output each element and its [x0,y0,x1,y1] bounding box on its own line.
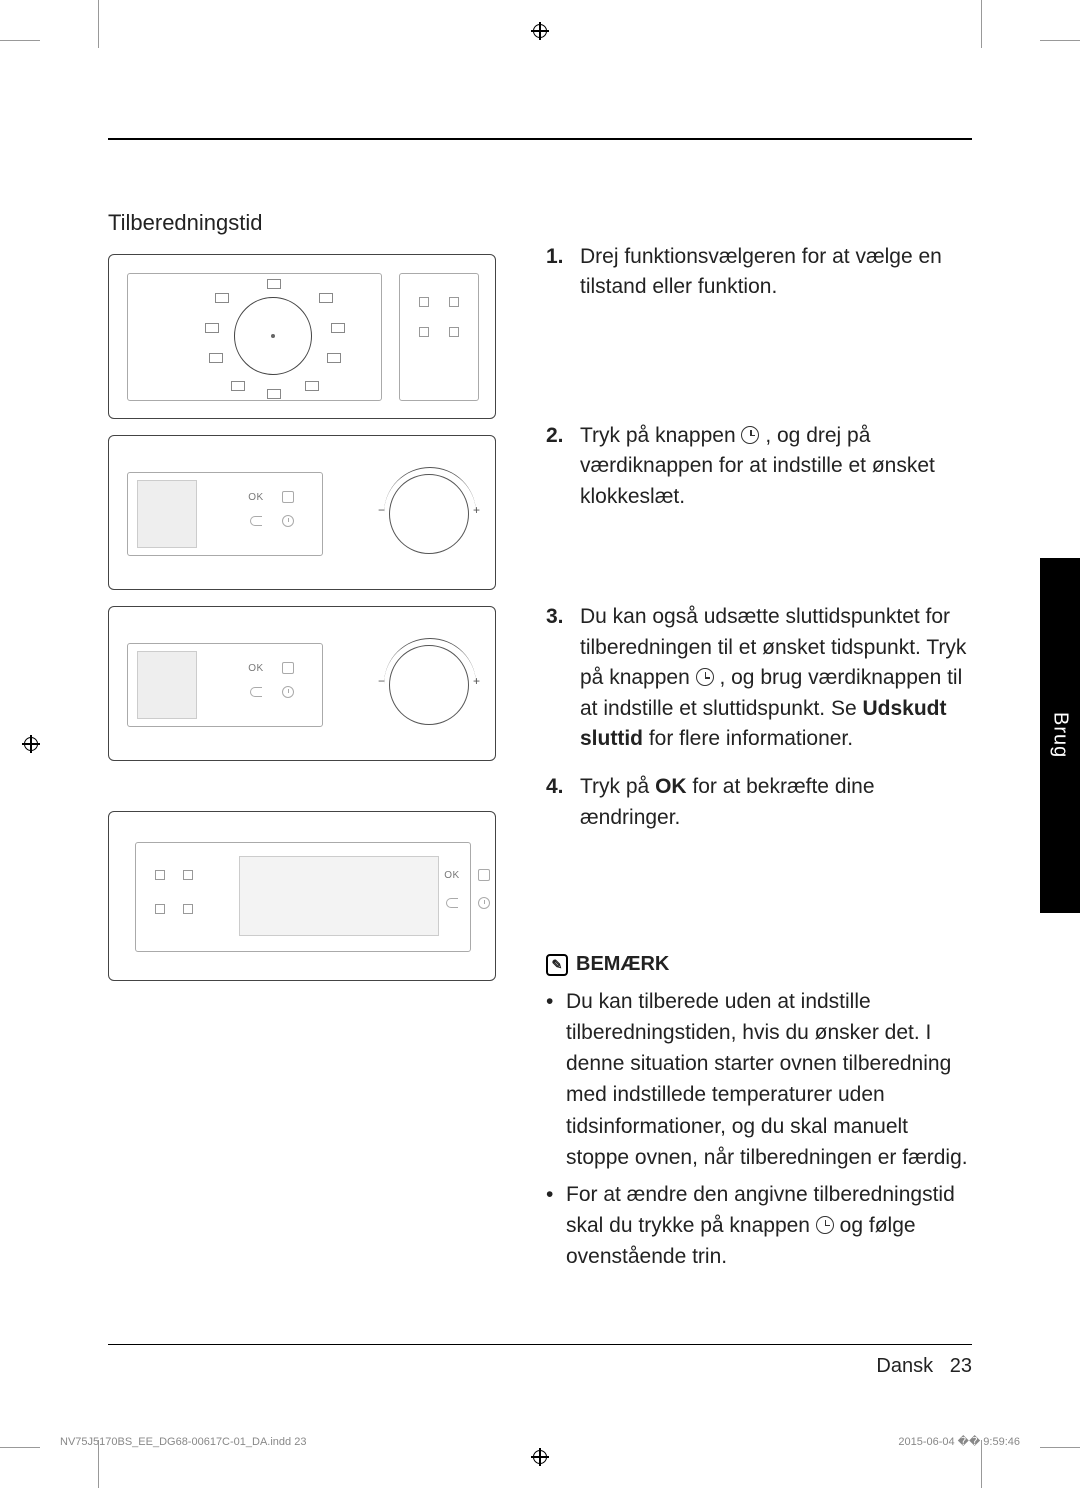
step-4: 4. Tryk på OK for at bekræfte dine ændri… [546,772,972,833]
crop-mark [981,0,982,48]
left-column: Tilberedningstid [108,210,508,1278]
diagram-function-selector [108,254,496,419]
crop-mark [0,40,40,41]
note-icon: ✎ [546,954,568,976]
back-icon [250,516,262,526]
step-2: 2. Tryk på knappen , og drej på værdikna… [546,421,972,512]
diagram-value-knob-1: OK − + [108,435,496,590]
plus-label: + [473,503,480,517]
right-column: 1. Drej funktionsvælgeren for at vælge e… [546,210,972,1278]
clock-icon [741,426,759,444]
clock-icon [282,515,294,527]
minus-label: − [378,503,385,517]
crop-mark [1040,40,1080,41]
clock-icon [478,897,490,909]
ok-label: OK [249,661,263,675]
note-heading: ✎ BEMÆRK [546,953,972,976]
footer-page-number: 23 [950,1355,972,1377]
note-bullet-2: • For at ændre den angivne tilberednings… [546,1179,972,1272]
page-footer: Dansk 23 [108,1344,972,1378]
step-number: 3. [546,602,572,754]
section-tab-label: Brug [1049,712,1072,758]
step-text: Tryk på OK for at bekræfte dine ændringe… [580,772,972,833]
back-icon [250,687,262,697]
step-1: 1. Drej funktionsvælgeren for at vælge e… [546,242,972,303]
registration-mark-left [22,735,40,753]
print-timestamp: 2015-06-04 �� 9:59:46 [898,1435,1020,1448]
clock-icon [696,668,714,686]
clock-icon [282,686,294,698]
top-rule [108,138,972,140]
step-text: Du kan også udsætte sluttidspunktet for … [580,602,972,754]
crop-mark [1040,1447,1080,1448]
step-number: 1. [546,242,572,303]
diagram-value-knob-2: OK − + [108,606,496,761]
ok-label: OK [445,868,459,882]
registration-mark-bottom [531,1448,549,1466]
thermometer-icon [478,869,490,881]
section-title: Tilberedningstid [108,210,508,236]
diagram-confirm: OK [108,811,496,981]
step-3: 3. Du kan også udsætte sluttidspunktet f… [546,602,972,754]
minus-label: − [378,674,385,688]
thermometer-icon [282,662,294,674]
section-tab: Brug [1040,558,1080,913]
thermometer-icon [282,491,294,503]
step-number: 4. [546,772,572,833]
step-number: 2. [546,421,572,512]
note-bullet-1: • Du kan tilberede uden at indstille til… [546,986,972,1172]
page-content: Tilberedningstid [108,138,972,1278]
registration-mark-top [531,22,549,40]
clock-icon [816,1216,834,1234]
ok-label: OK [249,490,263,504]
crop-mark [98,0,99,48]
print-file-label: NV75J5170BS_EE_DG68-00617C-01_DA.indd 23 [60,1436,306,1448]
plus-label: + [473,674,480,688]
crop-mark [0,1447,40,1448]
footer-language: Dansk [876,1355,933,1377]
back-icon [446,898,458,908]
step-text: Tryk på knappen , og drej på værdiknappe… [580,421,972,512]
step-text: Drej funktionsvælgeren for at vælge en t… [580,242,972,303]
